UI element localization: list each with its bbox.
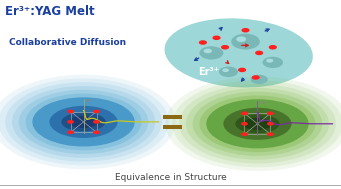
Circle shape: [267, 112, 274, 115]
Circle shape: [269, 45, 277, 50]
Circle shape: [199, 46, 223, 60]
Text: RDF: RDF: [85, 99, 93, 103]
Text: Er³⁺:YAG Melt: Er³⁺:YAG Melt: [5, 5, 95, 18]
Circle shape: [254, 76, 260, 80]
Ellipse shape: [26, 94, 142, 150]
Text: RDF: RDF: [259, 101, 267, 105]
Circle shape: [231, 34, 260, 50]
Ellipse shape: [0, 75, 176, 169]
Circle shape: [263, 57, 283, 68]
Ellipse shape: [172, 80, 341, 167]
Ellipse shape: [5, 82, 162, 162]
Ellipse shape: [12, 86, 155, 158]
Ellipse shape: [0, 78, 169, 165]
Ellipse shape: [193, 92, 322, 156]
Circle shape: [251, 75, 268, 84]
Circle shape: [67, 130, 74, 134]
Circle shape: [204, 49, 212, 53]
Ellipse shape: [199, 95, 315, 152]
Circle shape: [93, 120, 100, 124]
Ellipse shape: [186, 88, 329, 160]
Circle shape: [241, 132, 248, 136]
Circle shape: [212, 36, 221, 40]
Ellipse shape: [19, 90, 148, 154]
Ellipse shape: [69, 116, 98, 128]
Circle shape: [255, 51, 263, 55]
Ellipse shape: [235, 114, 280, 133]
Ellipse shape: [61, 112, 106, 131]
Circle shape: [221, 45, 229, 50]
Ellipse shape: [223, 108, 292, 140]
Circle shape: [267, 122, 274, 126]
Circle shape: [219, 67, 238, 77]
Ellipse shape: [49, 106, 118, 138]
Bar: [163, 115, 181, 119]
Circle shape: [93, 110, 100, 113]
Circle shape: [67, 120, 74, 124]
Circle shape: [93, 130, 100, 134]
Text: Equivalence in Structure: Equivalence in Structure: [115, 173, 226, 182]
Circle shape: [267, 132, 274, 136]
Ellipse shape: [206, 99, 309, 148]
Ellipse shape: [164, 18, 313, 88]
Ellipse shape: [32, 97, 135, 146]
Circle shape: [266, 59, 273, 63]
Circle shape: [222, 68, 229, 72]
Text: Collaborative Diffusion: Collaborative Diffusion: [9, 38, 125, 47]
Text: Y³⁺: Y³⁺: [20, 66, 37, 76]
Ellipse shape: [165, 77, 341, 171]
Ellipse shape: [179, 84, 336, 163]
Circle shape: [241, 122, 248, 126]
Ellipse shape: [243, 118, 272, 130]
Circle shape: [241, 28, 250, 33]
Circle shape: [67, 110, 74, 113]
Circle shape: [199, 40, 207, 45]
Circle shape: [252, 75, 260, 80]
Bar: [163, 125, 181, 129]
Text: Er³⁺: Er³⁺: [198, 67, 219, 77]
Circle shape: [238, 68, 246, 72]
Circle shape: [236, 36, 246, 42]
Circle shape: [241, 112, 248, 115]
